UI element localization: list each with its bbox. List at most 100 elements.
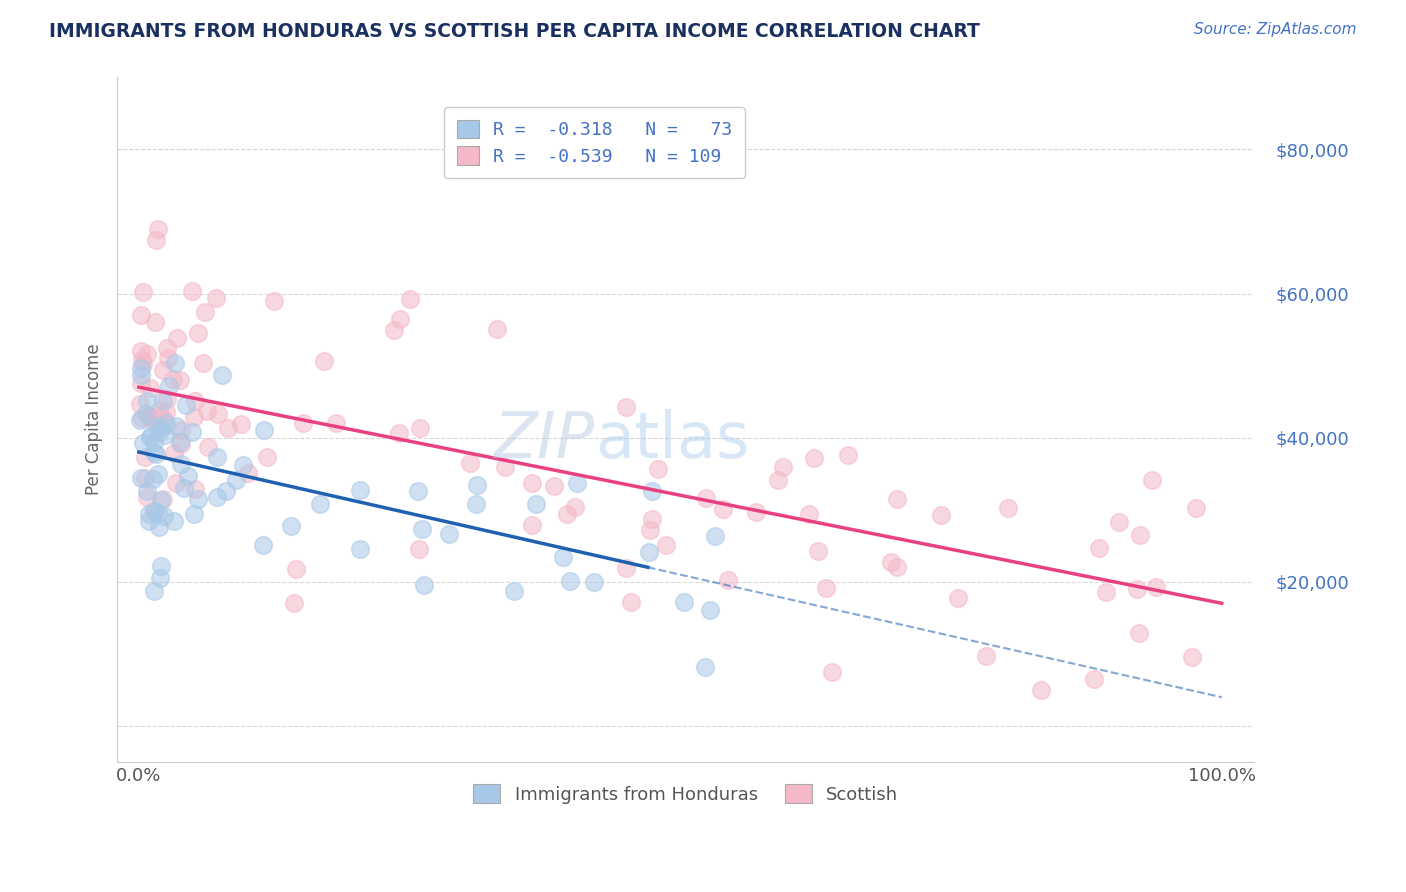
Point — [641, 512, 664, 526]
Point — [180, 425, 202, 440]
Point — [169, 373, 191, 387]
Point — [132, 285, 155, 300]
Point — [138, 514, 160, 528]
Point — [146, 222, 169, 236]
Point — [131, 361, 153, 376]
Point — [156, 341, 179, 355]
Point — [398, 292, 420, 306]
Point — [169, 423, 191, 437]
Point — [197, 440, 219, 454]
Point — [134, 471, 156, 485]
Point — [564, 500, 586, 514]
Point — [145, 447, 167, 461]
Point — [406, 483, 429, 498]
Point — [437, 527, 460, 541]
Point — [1087, 541, 1109, 555]
Point — [134, 450, 156, 464]
Point — [232, 458, 254, 472]
Point — [129, 376, 152, 390]
Y-axis label: Per Capita Income: Per Capita Income — [86, 343, 103, 495]
Point — [170, 437, 193, 451]
Point — [143, 584, 166, 599]
Point — [142, 434, 165, 449]
Point — [485, 322, 508, 336]
Point — [672, 594, 695, 608]
Point — [543, 479, 565, 493]
Point — [565, 475, 588, 490]
Point — [1140, 473, 1163, 487]
Point — [131, 410, 153, 425]
Point — [205, 291, 228, 305]
Point — [131, 308, 153, 322]
Point — [641, 484, 664, 499]
Point — [183, 410, 205, 425]
Point — [465, 497, 488, 511]
Point — [886, 560, 908, 574]
Point — [177, 469, 200, 483]
Point — [136, 346, 159, 360]
Point — [139, 430, 162, 444]
Point — [799, 508, 821, 522]
Point — [880, 555, 903, 569]
Point — [997, 500, 1019, 515]
Point — [173, 481, 195, 495]
Text: atlas: atlas — [595, 409, 749, 471]
Point — [162, 446, 184, 460]
Point — [314, 354, 336, 368]
Point — [131, 352, 153, 367]
Point — [139, 428, 162, 442]
Point — [135, 407, 157, 421]
Point — [408, 542, 430, 557]
Point — [458, 456, 481, 470]
Point — [183, 482, 205, 496]
Point — [135, 491, 157, 505]
Point — [148, 467, 170, 481]
Point — [205, 450, 228, 464]
Point — [148, 418, 170, 433]
Point — [225, 473, 247, 487]
Point — [931, 508, 953, 522]
Point — [156, 392, 179, 407]
Point — [187, 326, 209, 341]
Point — [409, 421, 432, 435]
Point — [211, 368, 233, 382]
Point — [583, 574, 606, 589]
Point — [139, 410, 162, 425]
Point — [526, 497, 548, 511]
Point — [699, 603, 721, 617]
Point — [502, 583, 524, 598]
Point — [149, 421, 172, 435]
Point — [141, 412, 163, 426]
Point — [291, 416, 314, 430]
Point — [231, 417, 253, 432]
Point — [183, 393, 205, 408]
Point — [150, 559, 173, 574]
Point — [152, 491, 174, 506]
Point — [128, 413, 150, 427]
Point — [411, 522, 433, 536]
Point — [253, 423, 276, 437]
Point — [135, 394, 157, 409]
Point — [152, 363, 174, 377]
Point — [494, 460, 516, 475]
Point — [138, 409, 160, 424]
Point — [215, 483, 238, 498]
Point — [946, 591, 969, 606]
Point — [619, 594, 641, 608]
Point — [176, 398, 198, 412]
Text: IMMIGRANTS FROM HONDURAS VS SCOTTISH PER CAPITA INCOME CORRELATION CHART: IMMIGRANTS FROM HONDURAS VS SCOTTISH PER… — [49, 22, 980, 41]
Point — [205, 491, 228, 505]
Point — [695, 491, 717, 506]
Point — [1095, 584, 1118, 599]
Point — [143, 505, 166, 519]
Point — [169, 457, 191, 471]
Point — [522, 476, 544, 491]
Point — [1126, 582, 1149, 596]
Point — [145, 314, 167, 328]
Point — [465, 478, 488, 492]
Point — [149, 570, 172, 584]
Point — [412, 578, 434, 592]
Point — [155, 416, 177, 430]
Point — [150, 493, 173, 508]
Point — [284, 561, 307, 575]
